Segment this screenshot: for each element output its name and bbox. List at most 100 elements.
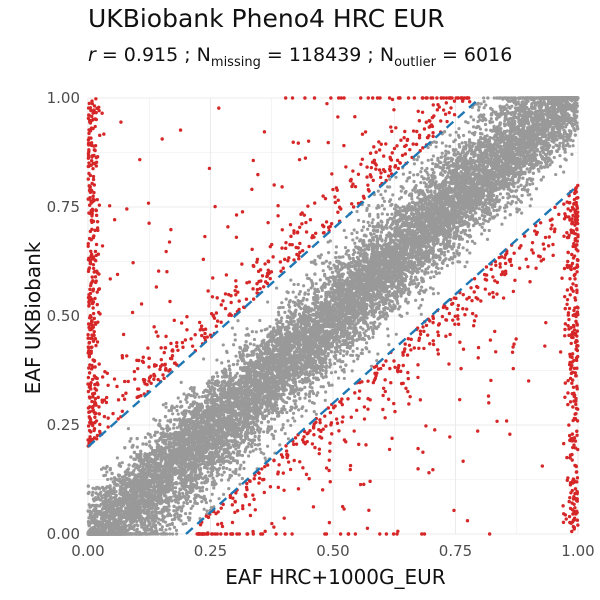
inlier-point: [235, 362, 239, 366]
inlier-point: [335, 341, 339, 346]
r-value: = 0.915 ; N: [95, 44, 211, 66]
inlier-point: [458, 145, 462, 149]
inlier-point: [210, 472, 214, 477]
inlier-point: [200, 481, 204, 485]
inlier-point: [252, 343, 256, 347]
inlier-point: [358, 331, 362, 335]
inlier-point: [356, 218, 361, 222]
inlier-point: [179, 509, 183, 513]
inlier-point: [431, 162, 435, 166]
inlier-point: [381, 196, 385, 200]
inlier-point: [489, 117, 493, 121]
inlier-point: [503, 216, 507, 220]
inlier-point: [412, 179, 416, 184]
inlier-point: [160, 528, 164, 532]
inlier-point: [343, 246, 348, 250]
inlier-point: [266, 444, 270, 448]
inlier-point: [206, 470, 210, 474]
inlier-point: [271, 434, 276, 438]
inlier-point: [457, 126, 461, 131]
inlier-point: [172, 513, 177, 517]
inlier-point: [385, 185, 390, 189]
inlier-point: [483, 203, 488, 207]
inlier-point: [167, 508, 171, 512]
inlier-point: [259, 329, 264, 333]
inlier-point: [332, 263, 336, 267]
inlier-point: [324, 374, 328, 378]
inlier-point: [132, 528, 136, 532]
inlier-point: [355, 346, 359, 351]
inlier-point: [505, 109, 510, 113]
outlier-subscript: outlier: [394, 54, 436, 70]
inlier-point: [294, 295, 298, 299]
inlier-point: [460, 141, 464, 145]
inlier-point: [384, 236, 388, 240]
inlier-point: [414, 298, 418, 302]
inlier-point: [215, 358, 219, 362]
inlier-point: [233, 333, 237, 337]
inlier-point: [143, 435, 148, 440]
inlier-point: [431, 292, 436, 296]
inlier-point: [341, 255, 345, 259]
inlier-point: [432, 140, 437, 144]
inlier-point: [342, 376, 346, 381]
inlier-point: [172, 423, 176, 427]
inlier-point: [181, 491, 185, 495]
inlier-point: [353, 241, 357, 245]
inlier-point: [220, 375, 225, 379]
inlier-point: [350, 369, 354, 373]
inlier-point: [217, 497, 221, 501]
inlier-point: [498, 192, 503, 196]
inlier-point: [235, 371, 239, 375]
inlier-point: [284, 297, 288, 301]
inlier-point: [152, 417, 156, 421]
inlier-point: [430, 140, 434, 145]
inlier-point: [258, 447, 262, 451]
inlier-point: [417, 193, 421, 197]
inlier-point: [528, 182, 532, 187]
inlier-point: [472, 118, 476, 122]
data-points: [86, 96, 580, 536]
inlier-point: [115, 456, 119, 460]
inlier-point: [367, 350, 371, 354]
inlier-point: [302, 296, 306, 300]
inlier-point: [371, 218, 375, 222]
inlier-point: [166, 523, 170, 527]
inlier-point: [416, 155, 421, 159]
inlier-point: [343, 262, 347, 267]
inlier-point: [306, 288, 311, 292]
inlier-point: [364, 341, 369, 345]
inlier-point: [503, 209, 507, 213]
inlier-point: [274, 286, 279, 290]
inlier-point: [215, 371, 219, 375]
inlier-point: [482, 100, 486, 104]
inlier-point: [445, 264, 449, 268]
inlier-point: [310, 386, 314, 390]
inlier-point: [291, 411, 296, 415]
inlier-point: [292, 282, 296, 287]
inlier-point: [484, 128, 488, 132]
inlier-point: [514, 200, 518, 205]
inlier-point: [184, 498, 189, 502]
inlier-point: [195, 501, 199, 506]
inlier-point: [188, 511, 192, 515]
inlier-point: [182, 501, 186, 505]
inlier-point: [262, 452, 266, 456]
inlier-point: [245, 327, 249, 331]
inlier-point: [434, 145, 438, 149]
inlier-point: [266, 300, 270, 304]
inlier-point: [164, 405, 168, 409]
inlier-point: [541, 175, 546, 179]
inlier-point: [219, 478, 224, 482]
inlier-point: [369, 231, 373, 236]
inlier-point: [291, 290, 295, 294]
inlier-point: [178, 400, 183, 404]
inlier-point: [341, 354, 346, 358]
inlier-point: [231, 450, 235, 454]
inlier-point: [273, 408, 277, 413]
inlier-point: [312, 291, 317, 296]
inlier-point: [300, 406, 304, 411]
inlier-point: [217, 380, 221, 384]
inlier-point: [344, 235, 348, 240]
